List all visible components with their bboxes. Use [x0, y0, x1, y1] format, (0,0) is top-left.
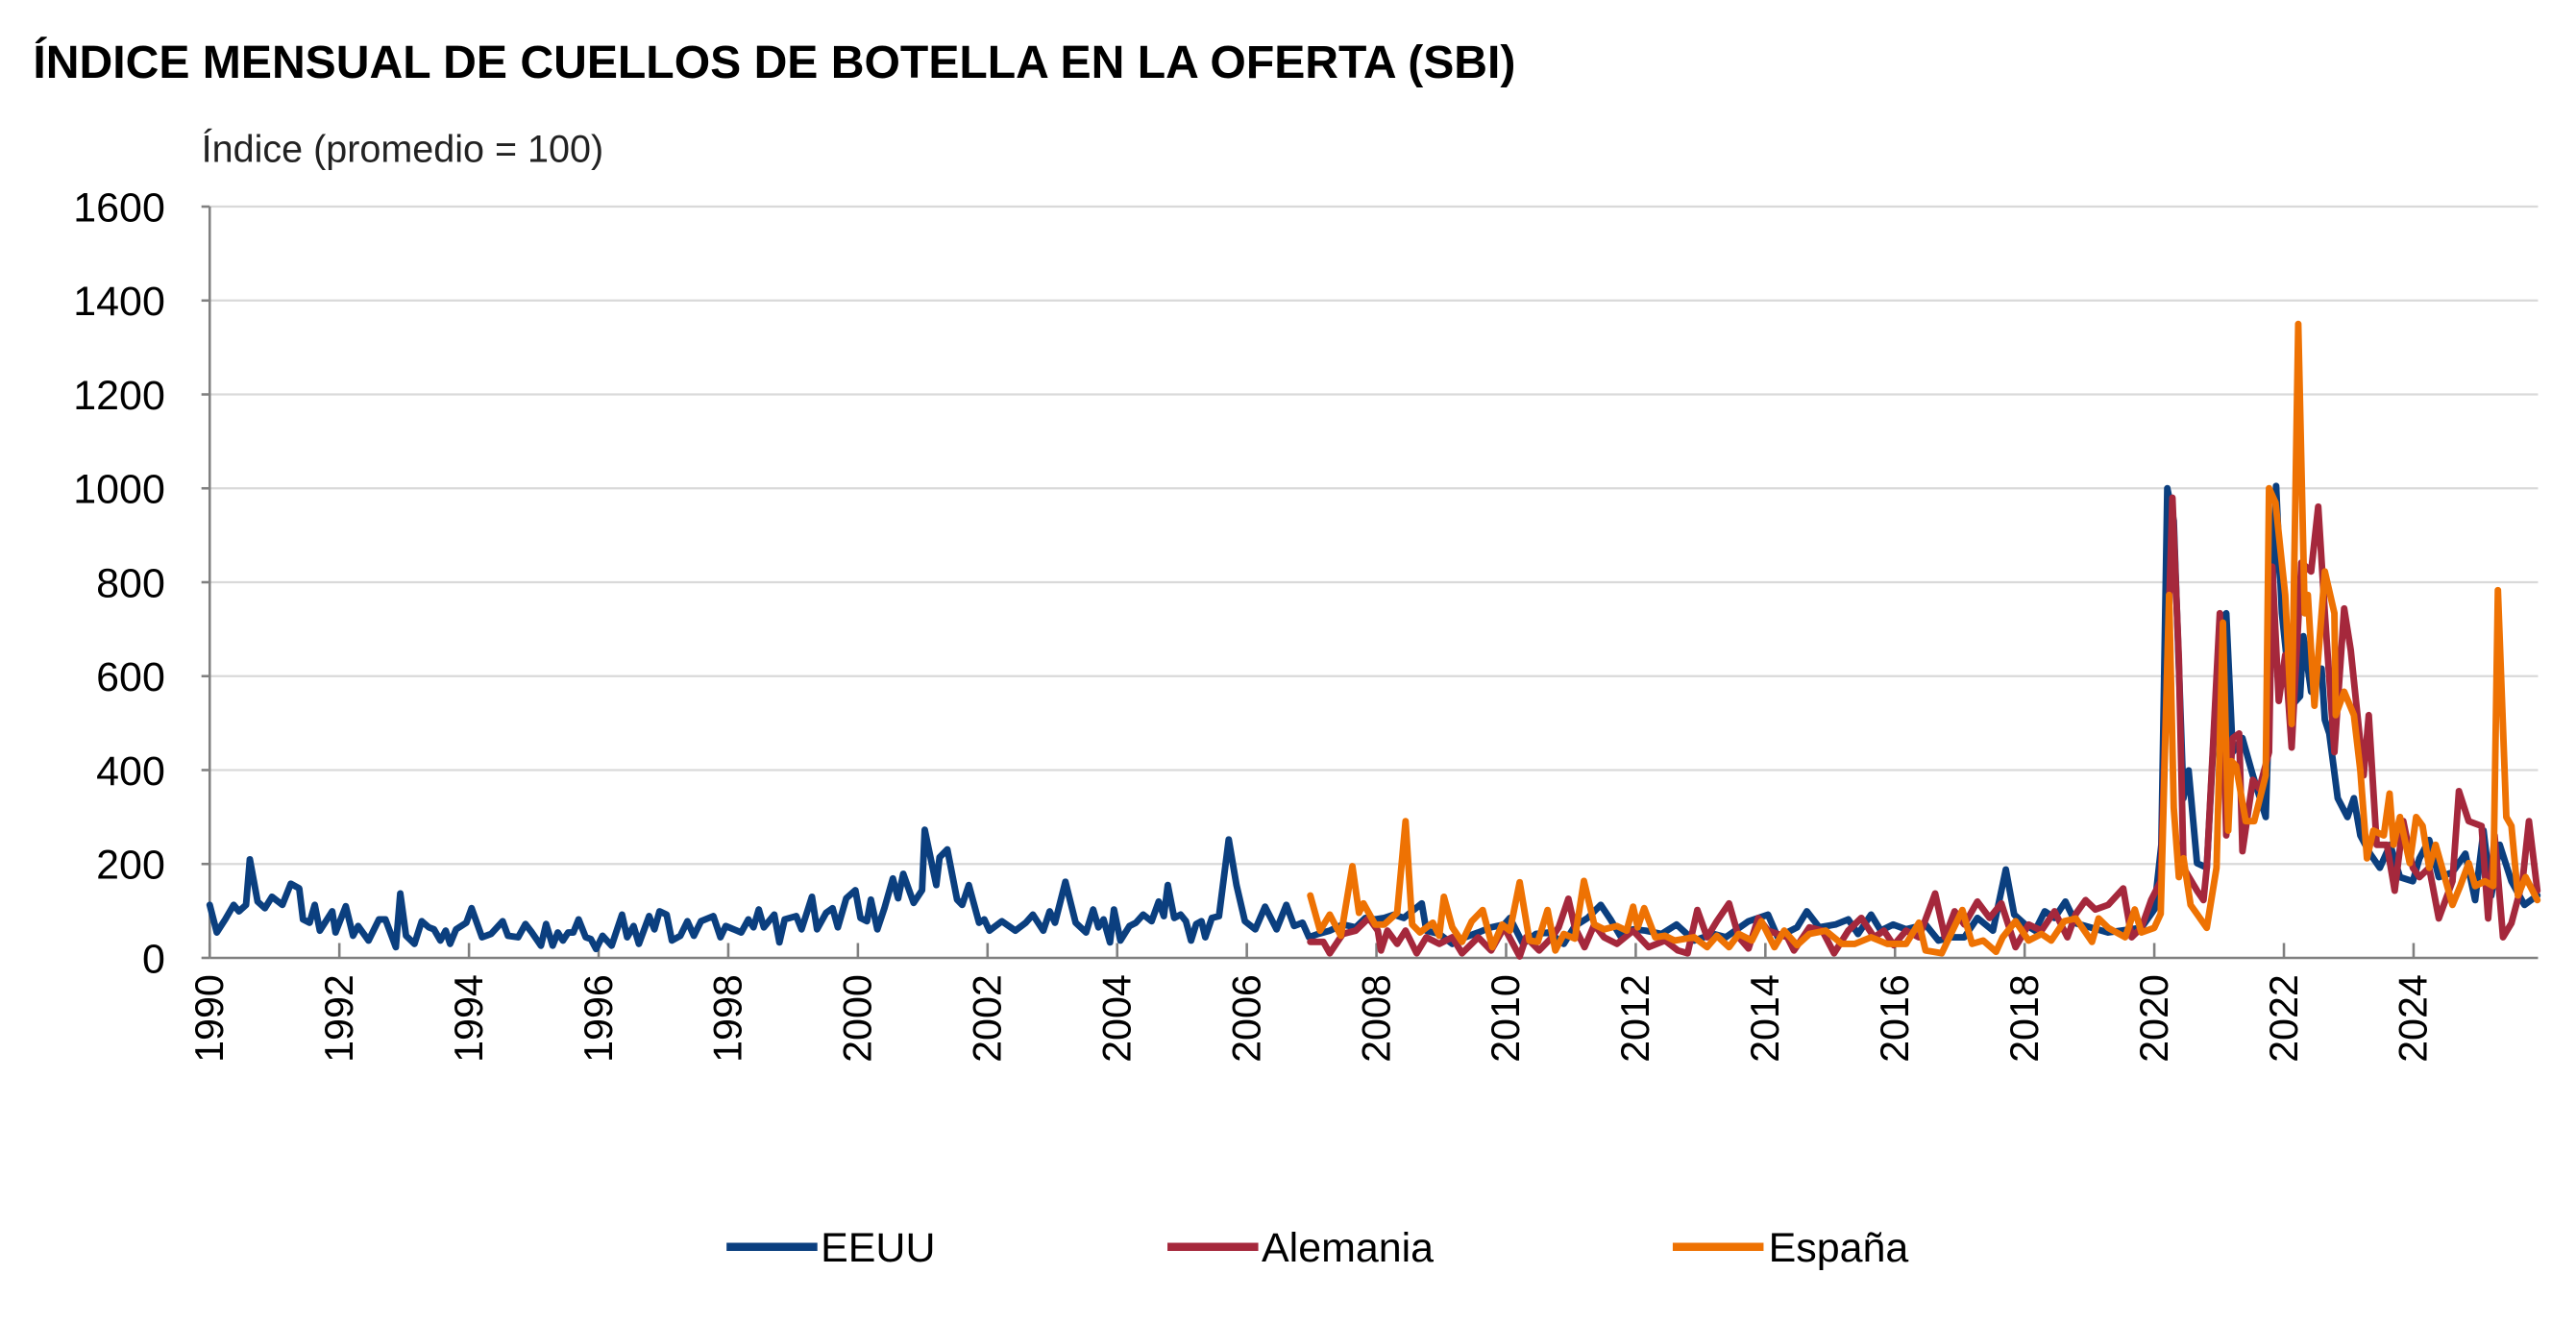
x-tick-label: 1996 [577, 974, 621, 1063]
legend-item-eeuu: EEUU [726, 1225, 935, 1271]
y-tick-label: 1000 [73, 467, 165, 513]
y-tick-label: 800 [96, 560, 165, 606]
x-tick-label: 2018 [2002, 974, 2047, 1063]
x-tick-label: 2020 [2132, 974, 2176, 1063]
series-line-eeuu [206, 482, 2541, 953]
x-tick-labels: 1990 1992 1994 1996 1998 2000 2002 2004 2006 2008… [187, 974, 2436, 1063]
x-tick-label: 2014 [1743, 974, 1787, 1063]
legend-label-espana: España [1769, 1225, 1909, 1271]
y-tick-label: 1200 [73, 373, 165, 419]
legend-item-espana: España [1672, 1225, 1909, 1271]
x-tick-label: 2000 [836, 974, 880, 1063]
series-lines [206, 320, 2541, 960]
y-tick-label: 200 [96, 843, 165, 889]
x-tick-label: 1990 [187, 974, 232, 1063]
legend: EEUU Alemania España [726, 1225, 1908, 1271]
x-tick-label: 2016 [1873, 974, 1917, 1063]
x-tick-label: 2022 [2262, 974, 2306, 1063]
y-tick-label: 600 [96, 654, 165, 700]
x-tick-label: 2012 [1613, 974, 1657, 1063]
gridlines [201, 205, 2539, 960]
x-tick-label: 2004 [1094, 974, 1139, 1063]
legend-label-alemania: Alemania [1262, 1225, 1434, 1271]
x-tick-label: 2024 [2392, 974, 2436, 1063]
legend-label-eeuu: EEUU [821, 1225, 935, 1271]
x-tick-label: 2006 [1224, 974, 1268, 1063]
x-tick-label: 2008 [1354, 974, 1398, 1063]
y-tick-label: 1600 [73, 184, 165, 231]
x-tick-label: 1994 [447, 974, 491, 1063]
y-axis-label: Índice (promedio = 100) [202, 129, 603, 171]
series-line-espana [1307, 320, 2541, 957]
x-tick-label: 2010 [1484, 974, 1528, 1063]
y-tick-labels: 0 200 400 600 800 1000 1200 1400 1600 [73, 184, 165, 982]
x-tick-label: 1998 [706, 974, 750, 1063]
y-tick-label: 1400 [73, 279, 165, 325]
y-tick-label: 0 [142, 936, 165, 982]
x-tick-label: 2002 [966, 974, 1010, 1063]
legend-item-alemania: Alemania [1167, 1225, 1434, 1271]
x-tick-label: 1992 [317, 974, 361, 1063]
y-tick-label: 400 [96, 748, 165, 795]
chart-title: ÍNDICE MENSUAL DE CUELLOS DE BOTELLA EN … [33, 37, 1515, 88]
